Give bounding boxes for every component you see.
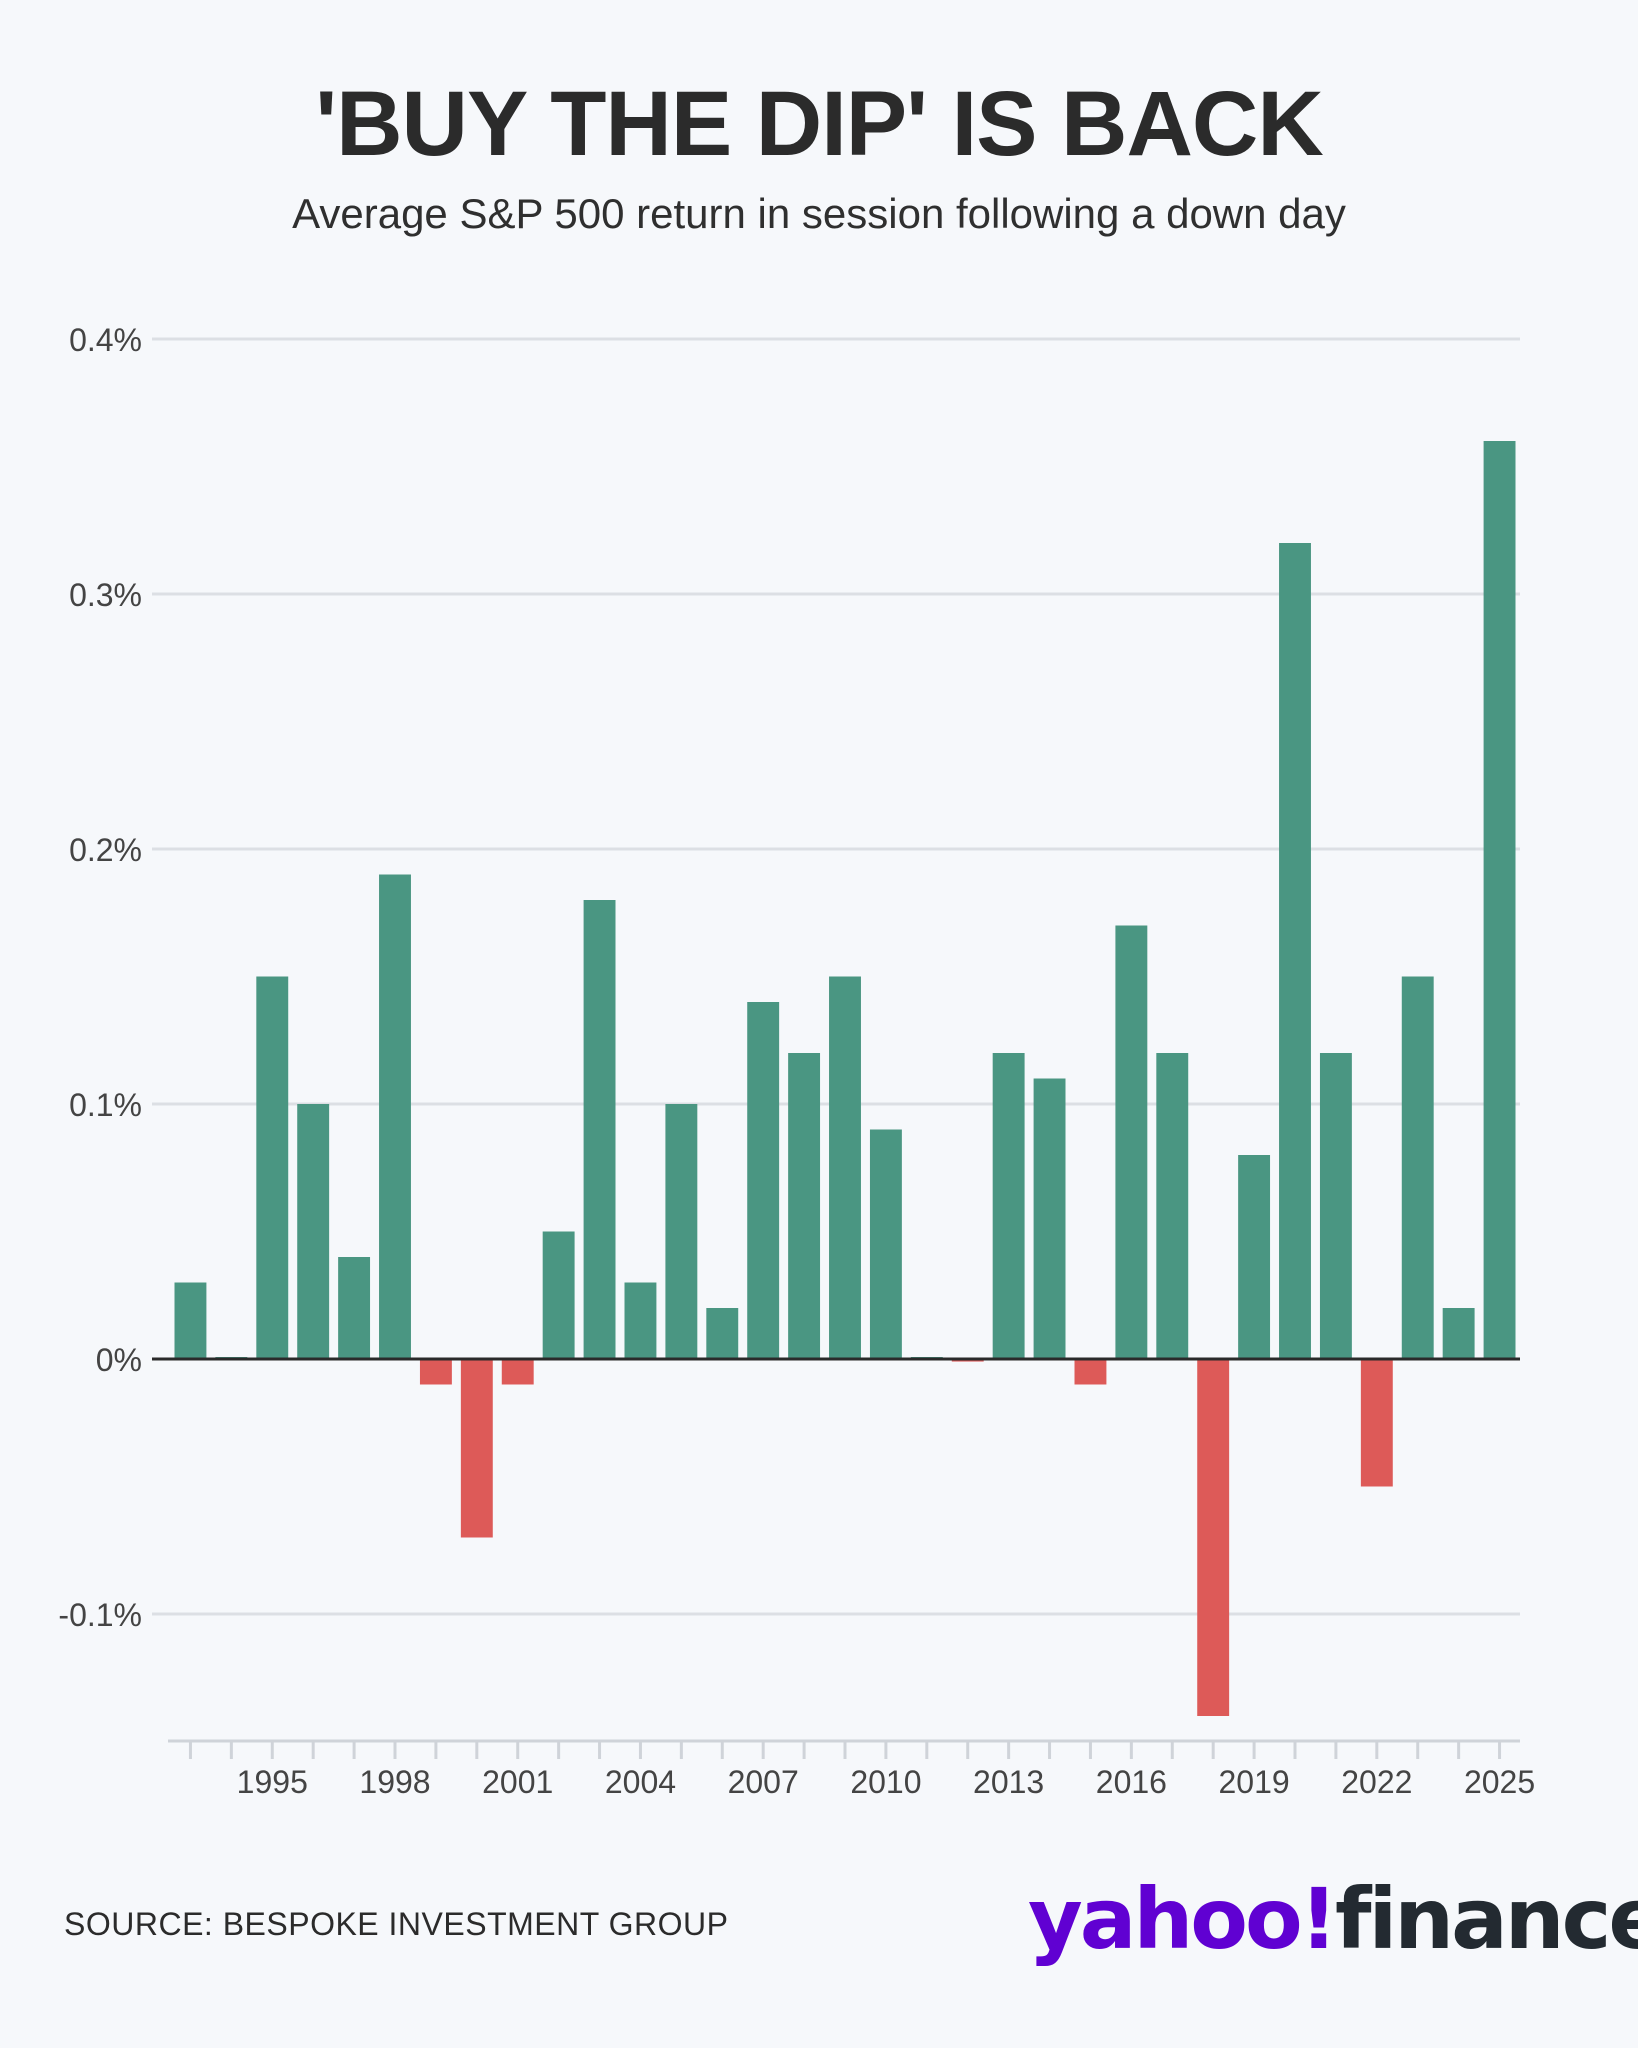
x-tick-label: 1998 <box>359 1764 430 1800</box>
bar-2016 <box>1115 925 1148 1359</box>
x-tick-label: 2007 <box>728 1764 799 1800</box>
x-tick-label: 2022 <box>1341 1764 1412 1800</box>
bar-2015 <box>1074 1359 1107 1385</box>
bar-2001 <box>501 1359 534 1385</box>
bar-2023 <box>1401 976 1434 1359</box>
bar-2004 <box>624 1282 657 1359</box>
bars <box>174 441 1516 1716</box>
bar-2017 <box>1156 1053 1189 1359</box>
bar-2010 <box>869 1129 902 1359</box>
bar-2006 <box>706 1308 739 1359</box>
chart-title: 'BUY THE DIP' IS BACK <box>315 73 1324 175</box>
x-axis: 1995 1998 2001 2004 2007 2010 2013 2016 2019 2022… <box>168 1739 1535 1800</box>
bar-2022 <box>1360 1359 1393 1487</box>
bar-1998 <box>379 874 411 1359</box>
y-tick-label: 0.4% <box>69 322 142 358</box>
x-tick-label: 2013 <box>973 1764 1044 1800</box>
bar-2020 <box>1279 543 1311 1359</box>
source-note: SOURCE: BESPOKE INVESTMENT GROUP <box>64 1906 729 1942</box>
bar-chart: 0.4% 0.3% 0.2% 0.1% 0% -0.1% 1995 1998 2001 2004… <box>58 322 1535 1800</box>
yahoo-finance-logo: yahoo!finance <box>1028 1870 1638 1968</box>
x-tick-label: 2025 <box>1464 1764 1535 1800</box>
y-axis-tick-labels: 0.4% 0.3% 0.2% 0.1% 0% -0.1% <box>58 322 142 1633</box>
bar-2019 <box>1238 1155 1271 1359</box>
bar-2014 <box>1033 1078 1066 1359</box>
logo-yahoo: yahoo! <box>1028 1870 1338 1968</box>
x-tick-label: 2004 <box>605 1764 676 1800</box>
bar-2008 <box>788 1053 821 1359</box>
bar-2009 <box>829 976 861 1359</box>
bar-2018 <box>1197 1359 1230 1716</box>
y-tick-label: 0.3% <box>69 577 142 613</box>
bar-2005 <box>665 1104 698 1359</box>
y-tick-label: -0.1% <box>58 1597 142 1633</box>
y-tick-label: 0.1% <box>69 1087 142 1123</box>
y-tick-label: 0% <box>96 1342 142 1378</box>
x-tick-label: 2016 <box>1096 1764 1167 1800</box>
bar-2013 <box>992 1053 1025 1359</box>
bar-2000 <box>460 1359 493 1538</box>
bar-1999 <box>419 1359 452 1385</box>
bar-2024 <box>1442 1308 1475 1359</box>
bar-1996 <box>297 1104 330 1359</box>
chart-subtitle: Average S&P 500 return in session follow… <box>292 190 1346 237</box>
bar-2003 <box>583 900 616 1359</box>
logo-finance: finance <box>1334 1870 1638 1968</box>
bar-2021 <box>1319 1053 1352 1359</box>
x-tick-label: 2019 <box>1218 1764 1289 1800</box>
y-tick-label: 0.2% <box>69 832 142 868</box>
bar-1993 <box>174 1282 207 1359</box>
x-tick-label: 1995 <box>237 1764 308 1800</box>
x-tick-label: 2010 <box>850 1764 921 1800</box>
x-tick-label: 2001 <box>482 1764 553 1800</box>
bar-1997 <box>338 1257 371 1359</box>
bar-1995 <box>256 976 289 1359</box>
bar-2002 <box>542 1231 575 1359</box>
bar-2007 <box>747 1002 780 1359</box>
bar-2025 <box>1483 441 1516 1359</box>
